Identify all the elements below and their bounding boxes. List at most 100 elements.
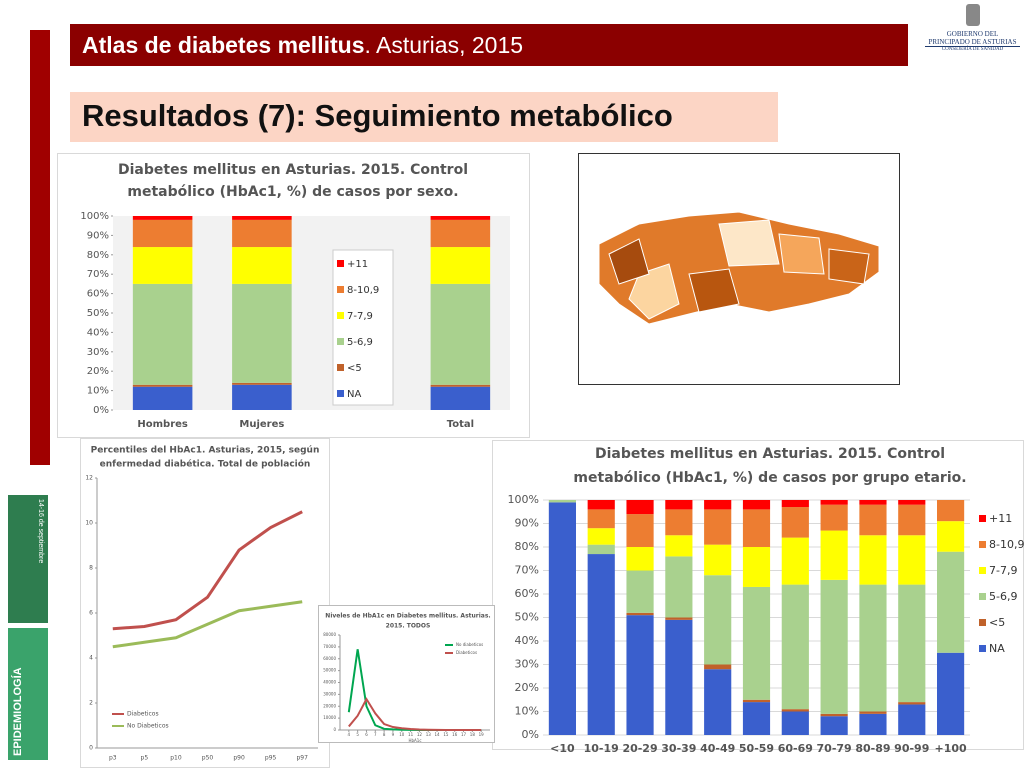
y-tick-label: 10% [515, 705, 539, 718]
bar-segment [704, 500, 732, 510]
legend-label: No Diabeticos [127, 723, 169, 730]
x-tick-label: 9 [392, 732, 395, 737]
x-tick-label: p50 [202, 755, 214, 762]
bar-segment [704, 509, 732, 545]
y-tick-label: 50% [515, 611, 539, 624]
logo-text: GOBIERNO DEL [946, 30, 999, 38]
map-region [688, 268, 740, 313]
bar-segment [626, 500, 654, 515]
legend-swatch [979, 645, 986, 652]
bar-segment [132, 247, 193, 284]
bar-segment [232, 384, 292, 410]
y-tick-label: 20000 [323, 703, 336, 708]
legend-label: Diabeticos [456, 650, 477, 655]
bar-segment [430, 384, 491, 387]
bar-segment [859, 713, 887, 735]
bar-segment [820, 530, 848, 580]
x-tick-label: 8 [383, 732, 386, 737]
x-tick-label: 5 [356, 732, 359, 737]
legend-swatch [337, 364, 344, 371]
bar-segment [859, 535, 887, 585]
x-tick-label: p97 [296, 755, 308, 762]
y-tick-label: 40000 [323, 680, 336, 685]
y-tick-label: 90% [515, 517, 539, 530]
x-axis-label: HbA1c [408, 738, 421, 743]
legend-label: 7-7,9 [989, 564, 1017, 577]
chart-title: metabólico (HbAc1, %) de casos por sexo. [127, 184, 458, 200]
bar-segment [820, 579, 848, 714]
x-tick-label: 40-49 [700, 742, 735, 755]
bar-segment [859, 711, 887, 714]
chart-title: Diabetes mellitus en Asturias. 2015. Con… [118, 162, 468, 178]
legend-label: 5-6,9 [989, 590, 1017, 603]
x-tick-label: 10 [399, 732, 405, 737]
legend-label: +11 [989, 512, 1012, 525]
bar-segment [132, 386, 193, 410]
x-tick-label: 70-79 [817, 742, 852, 755]
legend-label: 8-10,9 [347, 285, 379, 296]
y-tick-label: 0 [333, 727, 336, 732]
legend-label: Diabeticos [127, 711, 159, 718]
bar-segment [430, 216, 491, 220]
bar-segment [626, 612, 654, 616]
y-tick-label: 80% [515, 540, 539, 553]
bar-segment [626, 514, 654, 547]
bar-segment [232, 216, 292, 220]
bar-segment [742, 547, 771, 587]
legend-swatch [337, 338, 344, 345]
y-tick-label: 50% [87, 308, 109, 319]
bar-segment [781, 711, 809, 735]
bar-segment [587, 509, 615, 529]
x-tick-label: 50-59 [739, 742, 774, 755]
map-region [628, 263, 680, 320]
bar-segment [859, 504, 887, 536]
bar-segment [820, 713, 848, 717]
y-tick-label: 30000 [323, 691, 336, 696]
x-tick-label: 90-99 [894, 742, 929, 755]
bar-segment [430, 219, 491, 248]
y-tick-label: 10000 [323, 715, 336, 720]
bar-segment [232, 247, 292, 284]
y-tick-label: 40% [515, 634, 539, 647]
bar-segment [665, 500, 693, 510]
bar-segment [665, 619, 693, 735]
y-tick-label: 100% [80, 211, 109, 222]
x-tick-label: 6 [365, 732, 368, 737]
x-tick-label: 80-89 [855, 742, 890, 755]
map-region [718, 219, 780, 267]
bar-segment [587, 554, 615, 735]
bar-segment [232, 283, 292, 383]
legend-label: NA [347, 389, 361, 400]
bar-segment [781, 507, 809, 538]
x-tick-label: 10-19 [584, 742, 619, 755]
bar-segment [132, 219, 193, 248]
bar-segment [132, 283, 193, 385]
bar-segment [548, 502, 576, 735]
bar-segment [587, 528, 615, 545]
y-tick-label: 40% [87, 327, 109, 338]
x-tick-label: 14 [435, 732, 441, 737]
y-tick-label: 60% [87, 289, 109, 300]
legend-label: +11 [347, 259, 368, 270]
y-tick-label: 6 [89, 610, 93, 617]
chart-title: Percentiles del HbAc1. Asturias, 2015, s… [91, 446, 320, 456]
legend-swatch [979, 567, 986, 574]
legend-label: <5 [989, 616, 1005, 629]
bar-segment [820, 716, 848, 735]
y-tick-label: 10% [87, 386, 109, 397]
y-tick-label: 10 [85, 520, 93, 527]
bar-segment [665, 509, 693, 536]
bar-segment [132, 216, 193, 220]
bar-segment [232, 382, 292, 385]
legend-label: 5-6,9 [347, 337, 373, 348]
bar-segment [820, 504, 848, 531]
y-tick-label: 0% [522, 728, 539, 741]
x-tick-label: 19 [479, 732, 485, 737]
x-tick-label: 7 [374, 732, 377, 737]
bar-segment [626, 615, 654, 735]
map-region [828, 248, 870, 285]
legend-label: NA [989, 642, 1005, 655]
legend-swatch [979, 515, 986, 522]
x-tick-label: Total [447, 419, 474, 430]
